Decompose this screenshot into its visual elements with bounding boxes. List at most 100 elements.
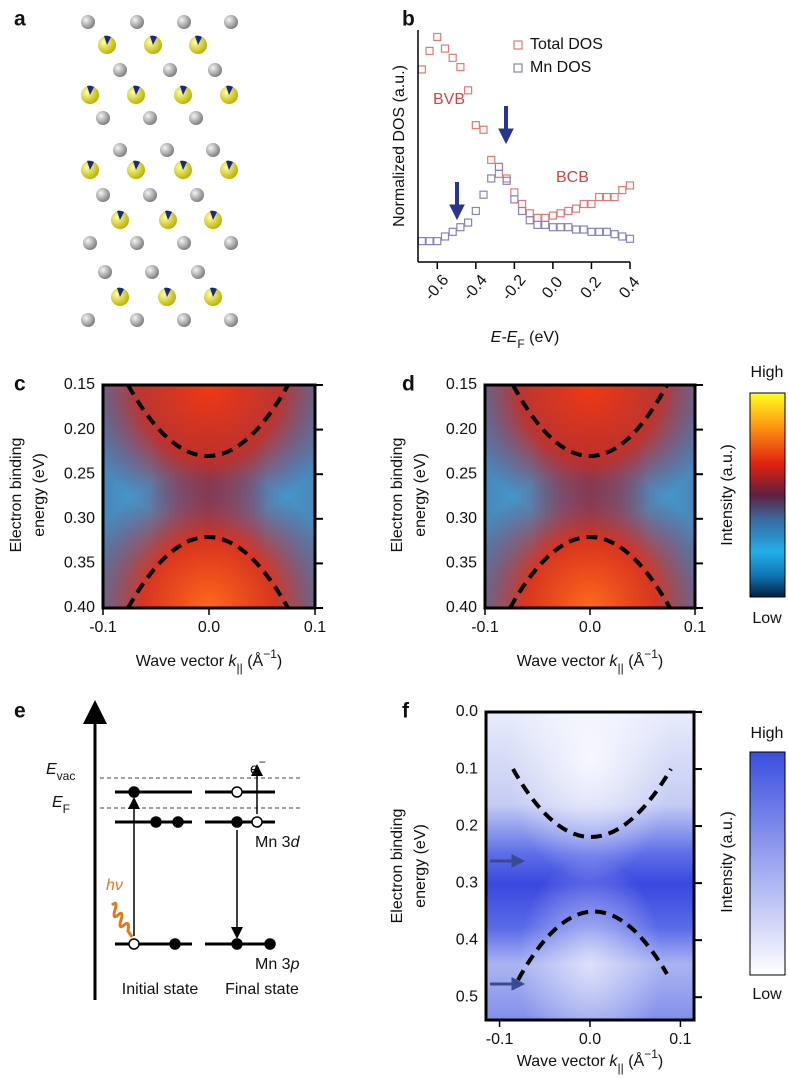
label-part: E [52,794,63,811]
hole [231,786,243,798]
y-tick-label: 0.35 [446,555,477,572]
y-axis-label: Electron binding [389,809,406,924]
annotation: BVB [433,91,465,108]
band-curve [126,384,290,458]
x-tick-label: -0.6 [422,272,453,304]
label-part: Mn 3 [255,956,291,973]
spin-wedge [87,160,94,170]
se-atom [224,15,238,29]
dos-point [610,192,619,202]
arrow-head [511,854,526,868]
spin-wedge [164,287,171,297]
electron-label: e− [250,755,266,778]
label-part: E-E [491,329,518,346]
se-atom [113,143,127,157]
spin-wedge [195,35,202,45]
band-curve [511,767,673,839]
colorbar-low: Low [752,986,782,1003]
spin-wedge [210,287,217,297]
x-tick-label: 0.2 [578,274,605,302]
electron [264,938,276,950]
y-tick-label: 0.0 [456,703,478,720]
se-atom [177,313,191,327]
se-atom [224,313,238,327]
se-atom [191,265,205,279]
energy-diagram: e Evac EF hν e− Mn 3d Mn 3p Initial stat… [14,700,301,1000]
x-tick-label: 0.0 [579,1031,601,1048]
spin-wedge [210,210,217,220]
electron [150,816,162,828]
dos-point [479,125,488,134]
dos-point [440,44,450,53]
x-tick-label: 0.0 [198,619,220,636]
label-part: −1 [644,647,658,661]
x-tick-label: -0.1 [89,619,117,636]
colorbar-label: Intensity (a.u.) [719,811,736,912]
se-atom [81,15,95,29]
panel-label: e [14,700,26,723]
dos-point [618,232,627,241]
dos-point [440,232,450,241]
dos-point [471,206,480,216]
se-atom [130,313,144,327]
se-atom [130,236,144,250]
panel-label: a [14,8,26,31]
dos-point [471,121,480,130]
dos-point [625,234,635,243]
se-atom [190,188,204,202]
label-part: (eV) [525,329,560,346]
dos-point [571,204,581,213]
colorbar-high: High [751,364,784,381]
label-part: −1 [263,647,277,661]
spin-wedge [87,85,94,95]
state-label: Initial state [122,981,199,998]
se-atom [189,111,203,125]
e-vac-label: Evac [46,761,75,783]
e-f-label: EF [52,794,70,816]
y-tick-label: 0.25 [446,465,477,482]
legend-label: Total DOS [530,36,603,53]
electron [128,786,140,798]
spin-wedge [226,160,233,170]
spin-wedge [133,85,140,95]
dos-point [625,181,635,190]
x-tick-label: 0.1 [304,619,326,636]
label-part: || [618,1061,624,1075]
colorbar-low: Low [752,610,782,627]
dos-point [494,162,504,171]
label-part: F [517,337,524,351]
arrow-head [498,128,514,145]
dos-point [464,86,473,95]
y-tick-label: 0.20 [446,421,477,438]
electron [172,816,184,828]
label-part: k [610,653,619,670]
x-tick-label: 0.0 [539,274,566,302]
level-label: Mn 3p [255,956,300,973]
dos-point [448,53,457,62]
dos-point [564,223,573,232]
dos-point [579,225,588,234]
dos-point [618,185,627,195]
dos-point [587,199,596,209]
y-tick-label: 0.3 [456,874,478,891]
y-tick-label: 0.35 [64,555,95,572]
axis-label: Wave vector k|| (Å−1) [517,647,663,675]
y-tick-label: 0.30 [64,510,95,527]
x-tick-label: 0.0 [579,619,601,636]
crystal-structure [81,15,238,327]
label-part: ) [658,653,663,670]
label-part: Wave vector [517,653,610,670]
se-atom [130,15,144,29]
x-tick-label: -0.2 [499,272,530,304]
band-curve [126,535,290,609]
se-atom [96,111,110,125]
spin-wedge [180,85,187,95]
level-label: Mn 3d [255,834,301,851]
dos-point [487,155,496,165]
dos-point [533,220,542,229]
dos-point [587,227,596,236]
colorbar-label: Intensity (a.u.) [719,444,736,545]
dos-point [517,206,527,216]
label-part: Mn 3 [255,834,291,851]
